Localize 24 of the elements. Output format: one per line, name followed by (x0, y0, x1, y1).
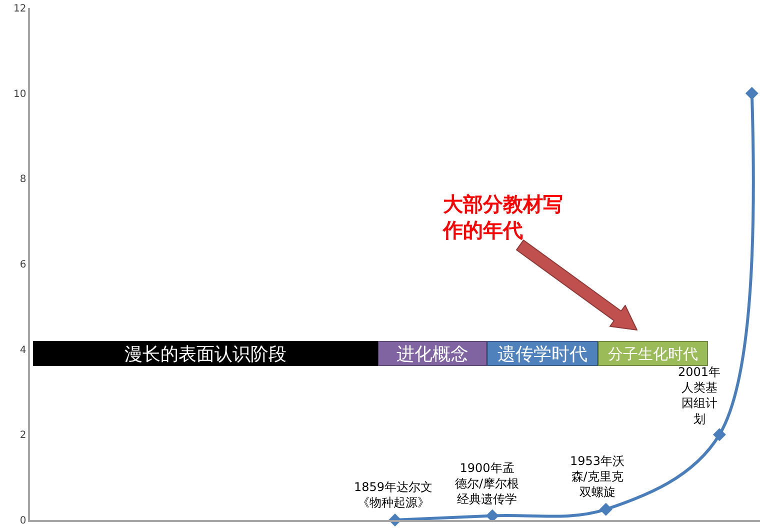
point (599, 502, 612, 516)
point (712, 428, 726, 442)
y-tick-label: 10 (14, 88, 26, 100)
annotation: 分子生化时代 (608, 344, 698, 364)
y-tick-label: 8 (20, 174, 26, 186)
annotation: 遗传学时代 (498, 342, 588, 366)
point (745, 86, 758, 100)
label-box: 遗传学时代 (487, 341, 598, 366)
label-box: 漫长的表面认识阶段 (33, 341, 378, 366)
annotation: 大部分教材写作的年代 (442, 192, 563, 242)
y-tick-label: 6 (20, 260, 26, 270)
label-box: 进化概念 (378, 341, 487, 366)
annotation: 1900年孟德尔/摩尔根经典遗传学 (455, 461, 520, 506)
y-tick-label: 12 (14, 4, 26, 14)
annotation: 1859年达尔文《物种起源》 (354, 480, 433, 510)
y-tick-label: 0 (20, 516, 26, 526)
point (486, 509, 499, 522)
annotation: 进化概念 (396, 342, 468, 366)
y-tick-label: 4 (20, 344, 26, 356)
label-box: 分子生化时代 (598, 341, 708, 366)
y-tick-label: 2 (20, 430, 26, 442)
annotation: 漫长的表面认识阶段 (124, 342, 286, 366)
annotation: 2001年人类基因组计划 (678, 365, 721, 426)
annotation: 1953年沃森/克里克双螺旋 (570, 454, 625, 500)
